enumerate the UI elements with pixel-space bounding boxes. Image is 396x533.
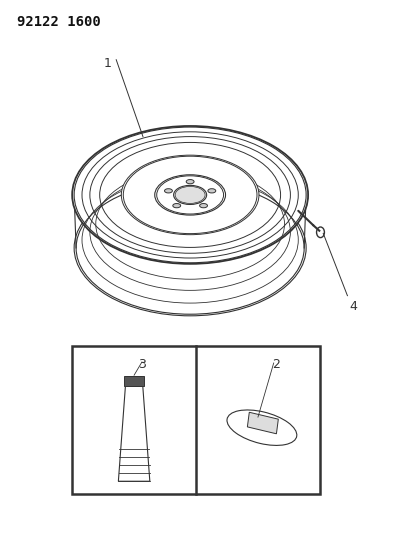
Bar — [124, 376, 144, 386]
Ellipse shape — [164, 189, 172, 193]
Ellipse shape — [227, 410, 297, 446]
Ellipse shape — [186, 180, 194, 184]
Text: 1: 1 — [104, 57, 112, 70]
Text: 3: 3 — [138, 358, 146, 370]
Ellipse shape — [173, 185, 207, 205]
Ellipse shape — [74, 180, 306, 316]
Ellipse shape — [200, 204, 208, 208]
Text: 2: 2 — [272, 358, 280, 370]
Bar — [72, 346, 320, 495]
Text: 92122 1600: 92122 1600 — [17, 14, 101, 29]
Polygon shape — [248, 412, 278, 434]
Ellipse shape — [155, 175, 226, 215]
Polygon shape — [118, 386, 150, 481]
Ellipse shape — [72, 126, 308, 264]
Ellipse shape — [208, 189, 216, 193]
Ellipse shape — [173, 204, 181, 208]
Text: 4: 4 — [349, 300, 357, 313]
Ellipse shape — [121, 155, 259, 235]
